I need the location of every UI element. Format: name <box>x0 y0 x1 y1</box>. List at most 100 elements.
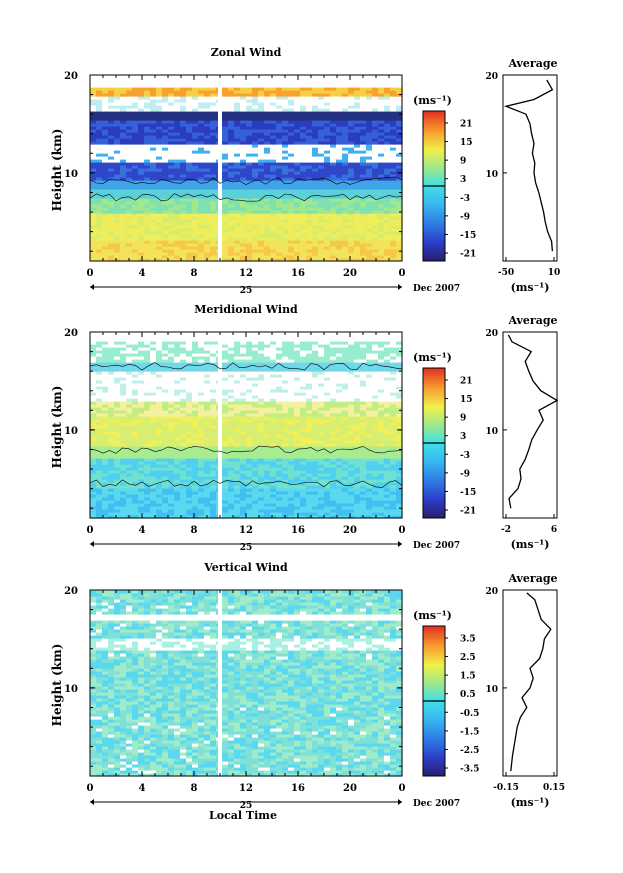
heatmap-cell <box>396 258 403 262</box>
heatmap-cell <box>162 407 169 411</box>
heatmap-cell <box>234 503 241 507</box>
heatmap-cell <box>162 443 169 447</box>
heatmap-cell <box>132 503 139 507</box>
heatmap-cell <box>288 162 295 166</box>
heatmap-cell <box>114 246 121 250</box>
heatmap-cell <box>168 464 175 468</box>
heatmap-cell <box>288 102 295 106</box>
heatmap-cell <box>114 216 121 220</box>
heatmap-cell <box>186 461 193 465</box>
heatmap-cell <box>210 371 217 375</box>
heatmap-cell <box>204 359 211 363</box>
heatmap-cell <box>132 428 139 432</box>
heatmap-cell <box>108 231 115 235</box>
heatmap-cell <box>150 180 157 184</box>
heatmap-cell <box>156 497 163 501</box>
heatmap-cell <box>198 437 205 441</box>
heatmap-cell <box>186 210 193 214</box>
heatmap-cell <box>120 362 127 366</box>
heatmap-cell <box>108 443 115 447</box>
heatmap-cell <box>96 470 103 474</box>
heatmap-cell <box>330 198 337 202</box>
heatmap-cell <box>396 231 403 235</box>
heatmap-cell <box>96 111 103 115</box>
heatmap-cell <box>174 437 181 441</box>
heatmap-cell <box>204 249 211 253</box>
heatmap-cell <box>396 237 403 241</box>
heatmap-cell <box>132 413 139 417</box>
heatmap-cell <box>240 488 247 492</box>
heatmap-cell <box>378 153 385 157</box>
heatmap-cell <box>174 395 181 399</box>
heatmap-cell <box>120 183 127 187</box>
heatmap-cell <box>162 332 169 336</box>
heatmap-cell <box>234 195 241 199</box>
heatmap-cell <box>270 174 277 178</box>
heatmap-cell <box>120 132 127 136</box>
heatmap-cell <box>102 183 109 187</box>
heatmap-cell <box>222 365 229 369</box>
heatmap-cell <box>240 198 247 202</box>
heatmap-cell <box>378 141 385 145</box>
heatmap-cell <box>312 204 319 208</box>
heatmap-cell <box>150 120 157 124</box>
heatmap-cell <box>300 171 307 175</box>
heatmap-cell <box>234 186 241 190</box>
heatmap-cell <box>90 473 97 477</box>
heatmap-cell <box>132 401 139 405</box>
heatmap-cell <box>396 150 403 154</box>
heatmap-cell <box>150 93 157 97</box>
heatmap-cell <box>126 419 133 423</box>
heatmap-cell <box>240 419 247 423</box>
heatmap-cell <box>318 222 325 226</box>
heatmap-cell <box>138 210 145 214</box>
heatmap-cell <box>150 428 157 432</box>
heatmap-cell <box>378 93 385 97</box>
heatmap-cell <box>102 135 109 139</box>
heatmap-cell <box>240 413 247 417</box>
heatmap-cell <box>198 380 205 384</box>
heatmap-cell <box>222 332 229 336</box>
heatmap-cell <box>126 335 133 339</box>
heatmap-cell <box>126 455 133 459</box>
heatmap-cell <box>342 78 349 82</box>
heatmap-cell <box>156 102 163 106</box>
heatmap-cell <box>330 216 337 220</box>
heatmap-cell <box>108 350 115 354</box>
heatmap-cell <box>126 377 133 381</box>
heatmap-cell <box>330 255 337 259</box>
heatmap-cell <box>384 222 391 226</box>
heatmap-cell <box>174 359 181 363</box>
heatmap-cell <box>342 234 349 238</box>
heatmap-cell <box>276 186 283 190</box>
heatmap-cell <box>156 165 163 169</box>
heatmap-cell <box>276 141 283 145</box>
heatmap-cell <box>144 156 151 160</box>
heatmap-cell <box>228 204 235 208</box>
heatmap-cell <box>126 156 133 160</box>
heatmap-cell <box>198 458 205 462</box>
heatmap-cell <box>168 404 175 408</box>
heatmap-cell <box>144 219 151 223</box>
heatmap-cell <box>150 392 157 396</box>
heatmap-cell <box>198 78 205 82</box>
heatmap-cell <box>354 177 361 181</box>
heatmap-cell <box>198 168 205 172</box>
heatmap-cell <box>240 93 247 97</box>
heatmap-cell <box>114 234 121 238</box>
heatmap-cell <box>120 344 127 348</box>
heatmap-cell <box>240 216 247 220</box>
heatmap-cell <box>114 135 121 139</box>
heatmap-cell <box>204 204 211 208</box>
heatmap-cell <box>114 419 121 423</box>
heatmap-cell <box>240 90 247 94</box>
heatmap-cell <box>108 371 115 375</box>
heatmap-cell <box>300 219 307 223</box>
heatmap-cell <box>168 123 175 127</box>
heatmap-cell <box>312 210 319 214</box>
heatmap-cell <box>102 401 109 405</box>
heatmap-cell <box>312 234 319 238</box>
heatmap-cell <box>282 144 289 148</box>
heatmap-cell <box>342 141 349 145</box>
heatmap-cell <box>156 386 163 390</box>
